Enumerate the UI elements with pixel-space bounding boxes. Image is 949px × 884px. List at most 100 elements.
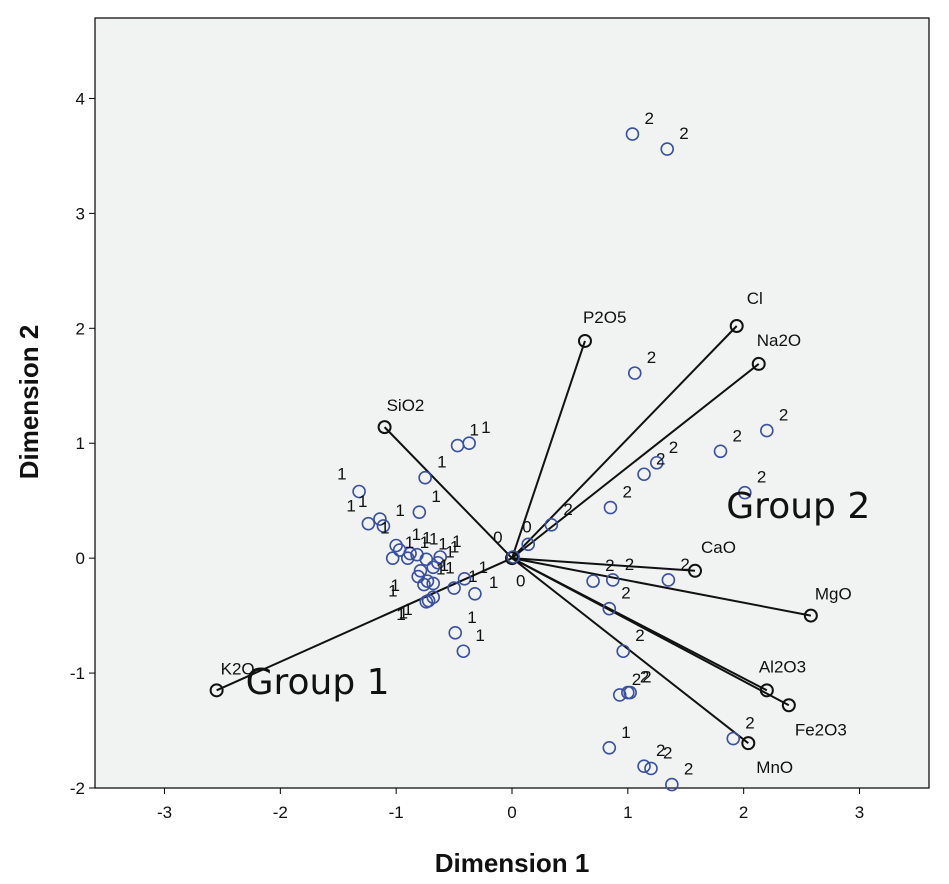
vector-endpoint-k2o — [209, 683, 224, 698]
data-point — [420, 574, 435, 588]
data-point-label: 2 — [669, 438, 678, 457]
data-point — [616, 644, 631, 659]
data-point-label: 1 — [412, 525, 421, 544]
vector-line-cao — [511, 557, 696, 572]
data-point-label: 2 — [625, 555, 634, 574]
vector-endpoint-na2o — [751, 356, 766, 371]
data-point-label: 2 — [642, 668, 651, 687]
data-point — [544, 518, 559, 532]
vector-endpoint-mgo — [803, 608, 818, 623]
vector-label-p2o5: P2O5 — [583, 308, 626, 327]
data-point-label: 0 — [516, 572, 525, 591]
vector-label-sio2: SiO2 — [387, 396, 425, 415]
data-point-label: 1 — [431, 487, 440, 506]
data-point-label: 2 — [632, 670, 641, 689]
data-point-label: 1 — [399, 604, 408, 623]
x-tick-label: -2 — [273, 803, 288, 822]
data-point-label: 2 — [656, 449, 665, 468]
vector-label-k2o: K2O — [221, 659, 255, 678]
data-point-label: 1 — [346, 497, 355, 516]
data-point — [426, 560, 441, 575]
data-point-label: 1 — [479, 558, 488, 577]
data-point-label: 1 — [450, 538, 459, 557]
data-point — [412, 505, 427, 519]
vector-endpoint-p2o5 — [577, 333, 592, 348]
data-point — [385, 551, 400, 565]
data-point — [433, 550, 447, 564]
data-point-label: 2 — [733, 426, 742, 445]
data-point — [506, 550, 520, 564]
y-tick-label: 2 — [76, 319, 85, 338]
data-point-label: 1 — [422, 529, 431, 548]
data-point-label: 1 — [445, 558, 454, 577]
data-point — [447, 581, 461, 595]
data-point-label: 0 — [493, 528, 502, 547]
data-point-label: 2 — [622, 483, 631, 502]
plot-area — [94, 17, 930, 789]
vector-label-fe2o3: Fe2O3 — [795, 720, 847, 739]
data-point — [457, 572, 472, 586]
data-point — [649, 455, 664, 470]
vector-label-mno: MnO — [756, 758, 793, 777]
data-point — [625, 127, 640, 141]
data-point — [417, 577, 431, 592]
data-point-label: 1 — [405, 533, 414, 552]
data-point-label: 2 — [684, 760, 693, 779]
data-point — [602, 740, 617, 755]
data-point-label: 1 — [395, 501, 404, 520]
data-point — [637, 759, 651, 773]
data-point — [456, 644, 471, 659]
x-tick-label: 0 — [507, 803, 516, 822]
vector-endpoint-cl — [729, 319, 744, 333]
data-point-label: 2 — [644, 109, 653, 128]
group-annotations: Group 1 Group 2 — [246, 486, 871, 703]
data-point-label: 2 — [605, 556, 614, 575]
data-point-label: 1 — [380, 519, 389, 538]
data-point — [612, 688, 627, 702]
data-point — [352, 484, 366, 499]
data-point — [660, 142, 675, 156]
y-tick-label: 3 — [76, 204, 85, 223]
data-point-label: 1 — [358, 492, 367, 511]
data-point — [760, 423, 774, 438]
data-point — [418, 470, 432, 485]
y-tick-label: 0 — [76, 549, 85, 568]
plot-frame — [94, 17, 930, 789]
data-point-label: 1 — [621, 723, 630, 742]
vector-line-k2o — [216, 557, 513, 692]
data-point — [602, 601, 617, 616]
data-point-label: 1 — [475, 626, 484, 645]
data-point — [726, 731, 741, 746]
vector-label-cl: Cl — [747, 289, 763, 308]
data-point-label: 2 — [656, 741, 665, 760]
vector-label-na2o: Na2O — [757, 331, 801, 350]
vector-line-fe2o3 — [511, 557, 790, 707]
data-point — [605, 573, 620, 587]
y-tick-label: 4 — [76, 89, 85, 108]
data-point-label: 1 — [429, 530, 438, 549]
data-point-label: 1 — [489, 573, 498, 592]
data-point-label: 2 — [745, 714, 754, 733]
data-point-label: 1 — [468, 567, 477, 586]
vector-endpoint-sio2 — [377, 420, 392, 435]
data-point — [644, 761, 658, 776]
data-point-label: 1 — [481, 418, 490, 437]
data-point — [431, 555, 445, 570]
data-point — [426, 576, 441, 591]
data-point-label: 1 — [396, 605, 405, 624]
data-point — [661, 573, 676, 587]
data-point — [603, 500, 618, 515]
data-point — [637, 467, 651, 482]
data-point — [419, 595, 434, 609]
vector-endpoint-fe2o3 — [781, 698, 796, 713]
data-point-label: 1 — [438, 534, 447, 553]
vector-endpoint-cao — [688, 563, 703, 578]
data-point — [376, 519, 391, 533]
data-point-label: 1 — [439, 556, 448, 575]
data-point-label: 2 — [679, 124, 688, 143]
vector-line-mno — [511, 557, 749, 744]
data-point-label: 1 — [470, 421, 479, 440]
